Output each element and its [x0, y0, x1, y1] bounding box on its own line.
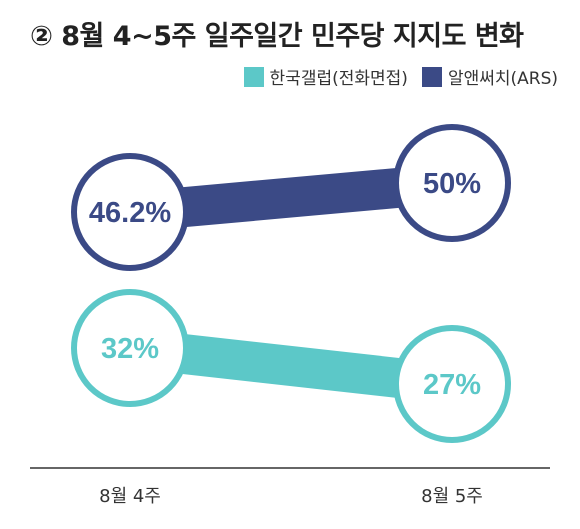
series-1-data-label-0: 32% [101, 333, 159, 365]
legend: 한국갤럽(전화면접) 알앤써치(ARS) [230, 64, 558, 89]
legend-swatch-rnsearch [421, 66, 442, 87]
legend-swatch-gallup [243, 66, 264, 87]
series-1-point-0 [71, 289, 189, 407]
legend-item-gallup: 한국갤럽(전화면접) [243, 64, 408, 89]
tick-layer: 8월 4주 8월 5주 [99, 486, 483, 507]
series-0-data-label-1: 50% [423, 168, 481, 200]
series-0-point-1 [393, 124, 511, 242]
x-tick-label-1: 8월 5주 [421, 486, 483, 507]
x-tick-label-0: 8월 4주 [99, 486, 161, 507]
series-0-data-label-0: 46.2% [89, 197, 171, 229]
legend-label-gallup: 한국갤럽(전화면접) [269, 69, 408, 89]
series-layer: 46.2% 50% 32% 27% [71, 124, 511, 443]
series-1-data-label-1: 27% [423, 369, 481, 401]
legend-item-rnsearch: 알앤써치(ARS) [421, 64, 558, 89]
series-1: 32% 27% [71, 289, 511, 443]
series-0: 46.2% 50% [71, 124, 511, 271]
chart-title: ② 8월 4~5주 일주일간 민주당 지지도 변화 [30, 21, 524, 52]
legend-label-rnsearch: 알앤써치(ARS) [447, 69, 558, 89]
series-1-point-1 [393, 325, 511, 443]
series-0-point-0 [71, 153, 189, 271]
